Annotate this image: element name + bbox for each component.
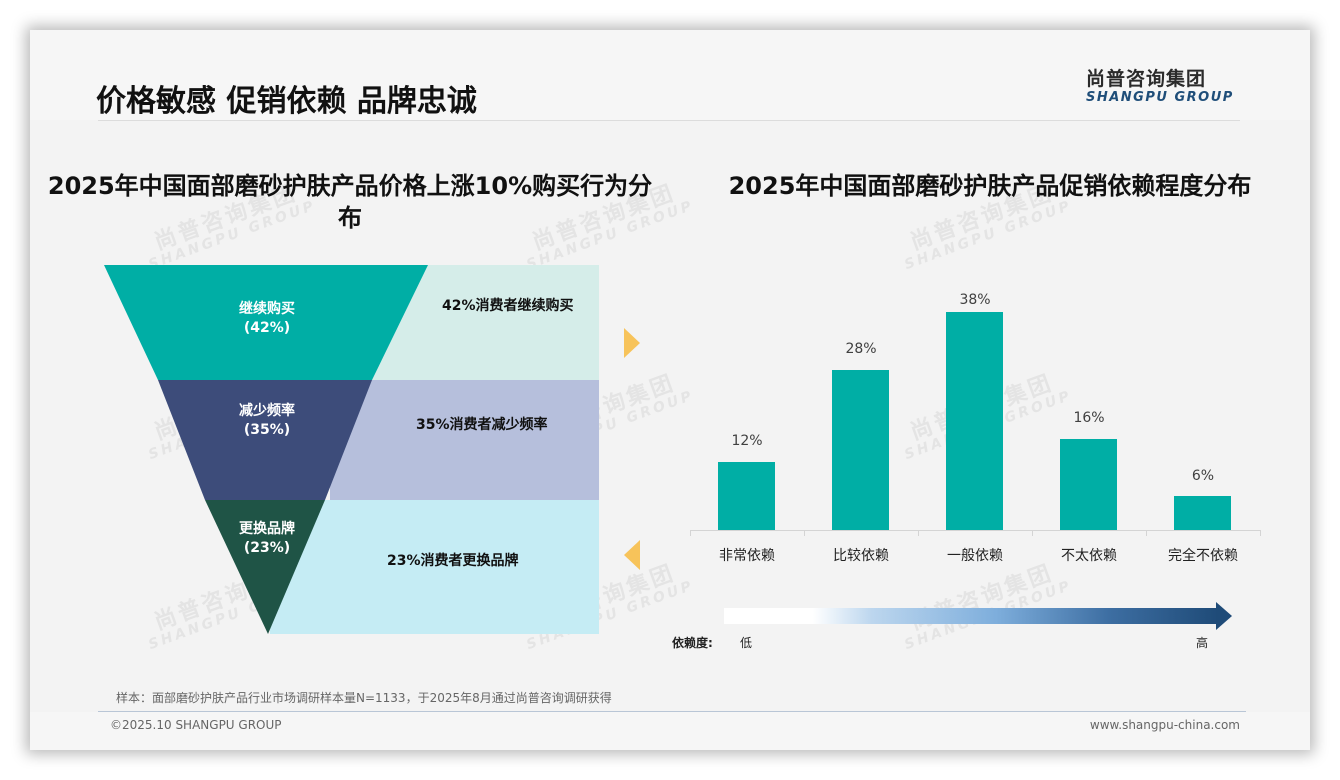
bar-value: 38%: [959, 292, 991, 308]
copyright: ©2025.10 SHANGPU GROUP: [110, 718, 282, 732]
funnel-segment-continue: 继续购买 (42%): [239, 301, 295, 336]
bar-very-dependent: [718, 462, 775, 530]
bar-not-dependent: [1174, 496, 1231, 530]
arrow-left-icon: [624, 540, 640, 570]
funnel-chart-title: 2025年中国面部磨砂护肤产品价格上涨10%购买行为分布: [47, 172, 653, 232]
bar-value: 6%: [1191, 468, 1215, 484]
funnel-desc-reduce: 35%消费者减少频率: [416, 417, 548, 433]
funnel-shape: [104, 265, 428, 634]
axis-tick: [1260, 530, 1261, 536]
bar-quite-dependent: [832, 370, 889, 530]
axis-tick: [1146, 530, 1147, 536]
header-band: [30, 30, 1310, 120]
logo-en: SHANGPU GROUP: [1086, 90, 1234, 105]
scale-low: 低: [740, 636, 753, 650]
gradient-arrow-head-icon: [1216, 602, 1232, 630]
funnel-segment-reduce: 减少频率 (35%): [239, 403, 295, 438]
bar-value: 16%: [1073, 410, 1105, 426]
bar-slightly-dependent: [1060, 439, 1117, 530]
funnel-desc-continue: 42%消费者继续购买: [442, 298, 574, 314]
website-link[interactable]: www.shangpu-china.com: [1089, 718, 1240, 732]
company-logo: 尚普咨询集团 SHANGPU GROUP: [1086, 64, 1246, 105]
title-divider: [98, 120, 1240, 121]
axis-tick: [918, 530, 919, 536]
sample-footnote: 样本：面部磨砂护肤产品行业市场调研样本量N=1133，于2025年8月通过尚普咨…: [116, 691, 612, 705]
category-label: 比较依赖: [833, 548, 889, 564]
axis-tick: [690, 530, 691, 536]
category-label: 完全不依赖: [1168, 548, 1238, 564]
funnel-desc-switch: 23%消费者更换品牌: [387, 553, 519, 569]
bar-chart-title: 2025年中国面部磨砂护肤产品促销依赖程度分布: [728, 172, 1252, 200]
scale-high: 高: [1196, 636, 1209, 650]
category-label: 不太依赖: [1061, 548, 1117, 564]
scale-label: 依赖度:: [672, 636, 713, 650]
category-label: 非常依赖: [719, 548, 775, 564]
bar-moderately-dependent: [946, 312, 1003, 530]
page-title: 价格敏感 促销依赖 品牌忠诚: [96, 84, 477, 119]
x-axis: [690, 530, 1260, 531]
bar-value: 28%: [845, 341, 877, 357]
band-switch: [270, 500, 599, 634]
category-label: 一般依赖: [947, 548, 1003, 564]
arrow-right-icon: [624, 328, 640, 358]
logo-cn: 尚普咨询集团: [1086, 68, 1207, 90]
axis-tick: [1032, 530, 1033, 536]
slide: 价格敏感 促销依赖 品牌忠诚 尚普咨询集团 SHANGPU GROUP 尚普咨询…: [30, 30, 1310, 750]
footer-band: [30, 712, 1310, 750]
dependency-gradient-bar: [724, 608, 1218, 624]
bar-value: 12%: [731, 433, 763, 449]
footer-divider: [98, 711, 1246, 712]
funnel-segment-switch: 更换品牌 (23%): [239, 521, 295, 556]
band-reduce: [330, 380, 599, 500]
axis-tick: [804, 530, 805, 536]
